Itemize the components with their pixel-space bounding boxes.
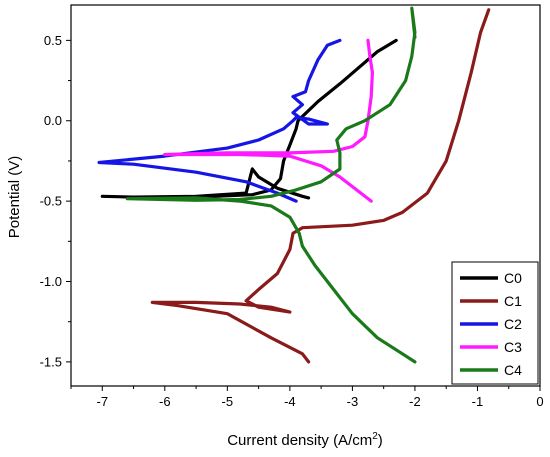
y-axis-title: Potential (V) <box>6 156 23 239</box>
series-line-c3 <box>163 38 374 203</box>
x-tick-label: -4 <box>284 394 296 409</box>
series-line-c4 <box>125 6 417 364</box>
x-tick-label: -2 <box>409 394 421 409</box>
legend-label-c2: C2 <box>504 316 522 332</box>
y-tick-label: -1.5 <box>40 354 62 369</box>
y-tick-label: -1.0 <box>40 274 62 289</box>
axes-layer: -7 -6 -5 -4 -3 -2 -1 0 -1.5 -1.0 -0.5 0.0 0.5 <box>40 33 544 409</box>
legend-label-c0: C0 <box>504 270 522 286</box>
y-tick-label: 0.5 <box>44 33 62 48</box>
y-tick-label: 0.0 <box>44 113 62 128</box>
legend-label-c4: C4 <box>504 362 522 378</box>
legend-label-c1: C1 <box>504 293 522 309</box>
x-axis-title-sup: 2 <box>372 431 378 442</box>
series-line-c0 <box>100 38 398 200</box>
legend: C0 C1 C2 C3 C4 <box>451 261 539 385</box>
data-layer <box>97 6 491 364</box>
x-tick-label: -6 <box>159 394 171 409</box>
x-tick-label: -7 <box>96 394 108 409</box>
y-tick-label: -0.5 <box>40 194 62 209</box>
series-line-c2 <box>97 38 342 203</box>
x-axis-title-tail: ) <box>378 432 383 449</box>
series-line-c1 <box>150 8 491 364</box>
x-tick-label: -1 <box>472 394 484 409</box>
x-tick-label: -5 <box>222 394 234 409</box>
legend-label-c3: C3 <box>504 339 522 355</box>
x-tick-label: 0 <box>536 394 543 409</box>
x-tick-label: -3 <box>347 394 359 409</box>
x-axis-title-main: Current density (A/cm <box>227 432 372 449</box>
x-axis-title: Current density (A/cm2) <box>227 431 383 449</box>
